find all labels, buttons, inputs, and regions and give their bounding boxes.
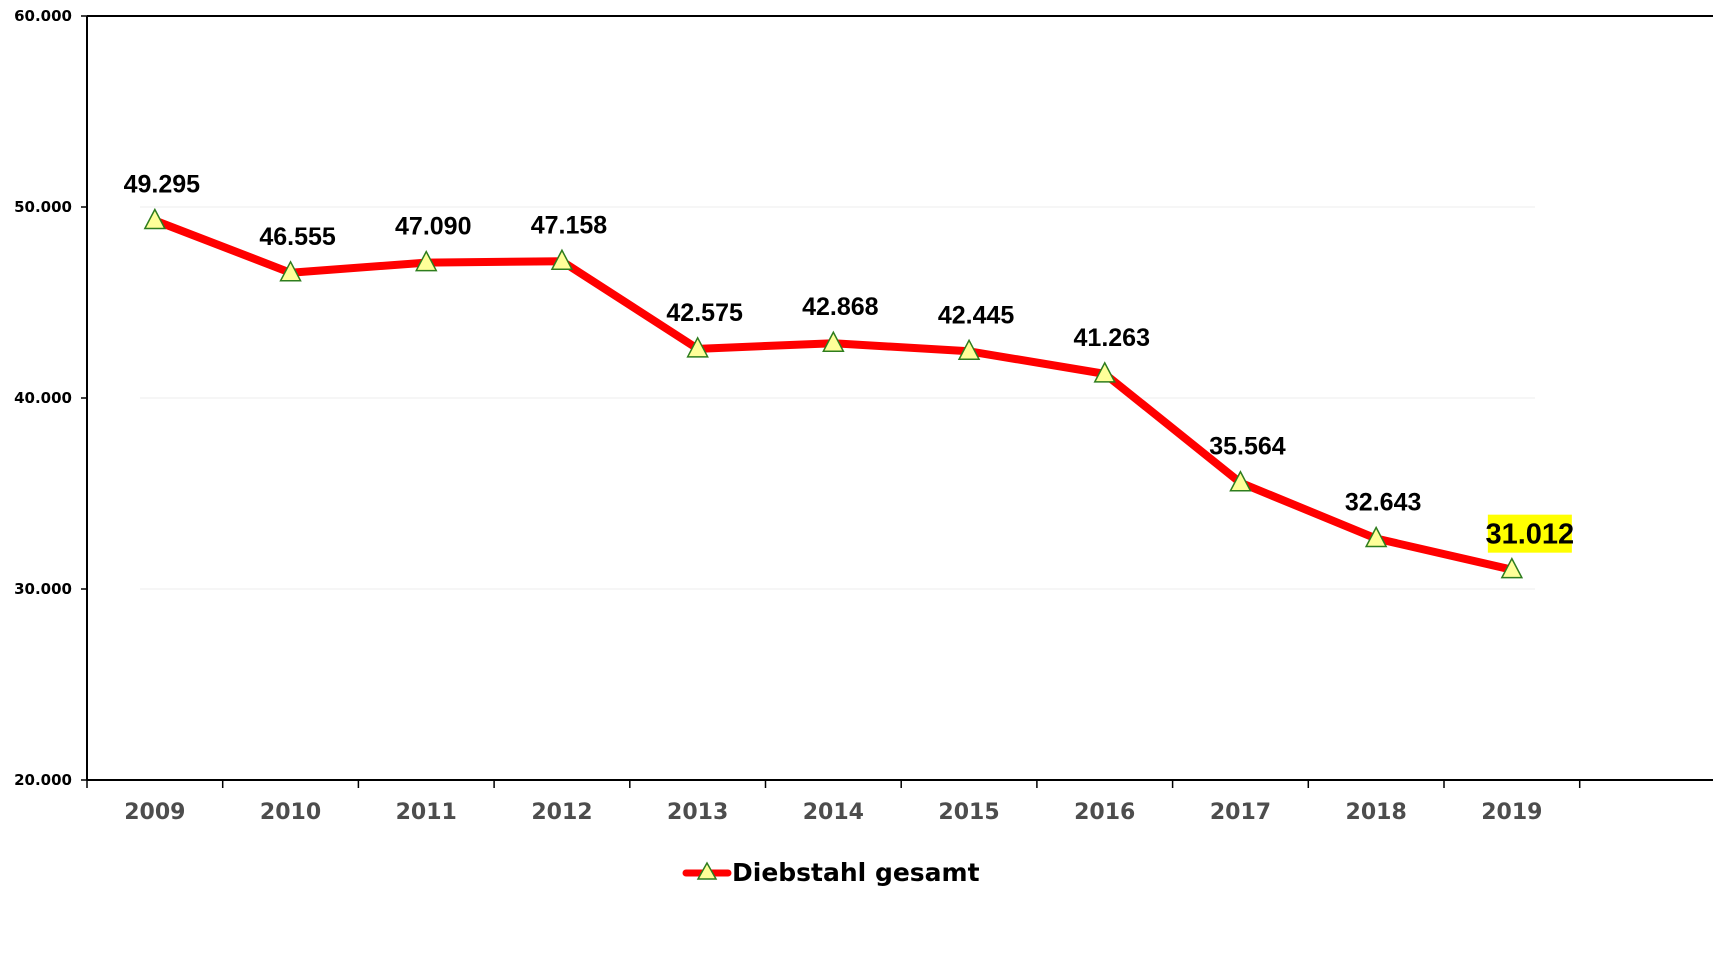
data-point-marker bbox=[822, 330, 845, 352]
data-point-marker bbox=[957, 338, 981, 361]
x-tick-labels: 2009 2010 2011 2012 2013 2014 2015 2016 2017 2018… bbox=[86, 780, 1581, 825]
data-labels: 49.295 46.555 47.090 47.158 42.575 42.868 42.4… bbox=[124, 170, 1574, 553]
series-line bbox=[150, 216, 1516, 574]
x-tick-label: 2011 bbox=[396, 800, 457, 825]
data-point-marker bbox=[686, 336, 709, 358]
data-label: 32.643 bbox=[1345, 489, 1421, 517]
x-tick-label: 2016 bbox=[1074, 800, 1135, 825]
grid-lines bbox=[140, 206, 1535, 590]
y-tick-label: 50.000 bbox=[14, 198, 72, 216]
data-point-marker bbox=[1093, 361, 1116, 383]
y-tick-labels: 20.000 30.000 40.000 50.000 60.000 bbox=[14, 7, 87, 789]
data-label: 47.158 bbox=[531, 211, 608, 239]
data-point-marker bbox=[550, 248, 574, 271]
x-tick-label: 2014 bbox=[803, 800, 864, 825]
data-label: 35.564 bbox=[1209, 433, 1286, 461]
x-tick-label: 2019 bbox=[1481, 800, 1542, 825]
data-point-marker bbox=[1229, 470, 1252, 492]
data-point-marker bbox=[143, 207, 167, 230]
data-point-marker bbox=[415, 249, 438, 272]
x-tick-label: 2010 bbox=[260, 800, 321, 825]
x-tick-label: 2009 bbox=[124, 800, 185, 825]
x-tick-label: 2013 bbox=[667, 800, 728, 825]
series-diebstahl-gesamt bbox=[143, 207, 1524, 579]
data-label-highlighted: 31.012 bbox=[1485, 519, 1574, 551]
data-label: 42.575 bbox=[666, 299, 743, 327]
y-tick-label: 40.000 bbox=[14, 389, 72, 407]
legend: Diebstahl gesamt bbox=[682, 858, 980, 887]
y-tick-label: 20.000 bbox=[14, 771, 72, 789]
x-tick-label: 2017 bbox=[1210, 800, 1271, 825]
data-point-marker bbox=[1364, 525, 1388, 548]
data-label: 42.445 bbox=[938, 301, 1015, 329]
legend-label: Diebstahl gesamt bbox=[732, 858, 980, 887]
y-tick-label: 30.000 bbox=[14, 580, 72, 598]
data-label: 49.295 bbox=[124, 170, 201, 198]
data-label: 42.868 bbox=[802, 293, 879, 321]
data-point-marker bbox=[1500, 557, 1524, 579]
data-label: 41.263 bbox=[1074, 324, 1150, 352]
data-label: 46.555 bbox=[259, 223, 336, 251]
x-tick-label: 2012 bbox=[531, 800, 592, 825]
legend-marker-icon bbox=[696, 861, 718, 880]
data-label: 47.090 bbox=[395, 213, 471, 241]
y-tick-label: 60.000 bbox=[14, 7, 72, 25]
x-tick-label: 2018 bbox=[1346, 800, 1407, 825]
highlight-label-background bbox=[1487, 514, 1572, 553]
x-tick-label: 2015 bbox=[938, 800, 999, 825]
data-point-marker bbox=[279, 260, 302, 282]
